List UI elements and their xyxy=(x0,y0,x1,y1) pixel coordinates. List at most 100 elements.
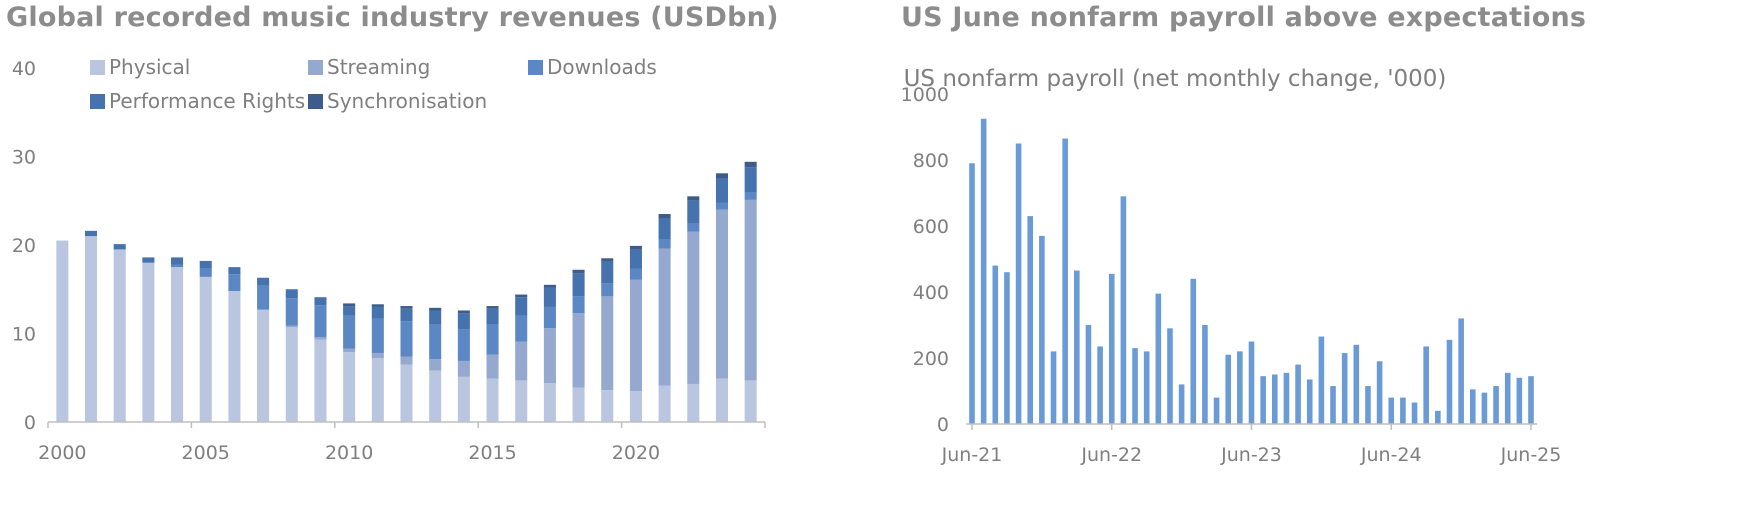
legend-swatch-synchronisation xyxy=(308,94,323,109)
bar-segment-downloads xyxy=(228,274,241,292)
legend-label-downloads: Downloads xyxy=(547,55,657,79)
bar-segment-physical xyxy=(515,380,528,422)
bar-segment-synchronisation xyxy=(457,310,470,314)
legend-swatch-streaming xyxy=(308,60,323,75)
bar-segment-streaming xyxy=(601,296,614,391)
bar-segment-physical xyxy=(228,291,241,422)
legend-label-streaming: Streaming xyxy=(327,55,430,79)
bar-segment-physical xyxy=(257,309,270,422)
y-tick-label: 40 xyxy=(12,58,36,80)
y-tick-label: 30 xyxy=(12,147,36,169)
bar-segment-performance xyxy=(314,297,327,306)
bar-segment-physical xyxy=(371,358,384,422)
payroll-bar xyxy=(1225,354,1232,424)
legend-swatch-performance xyxy=(90,94,105,109)
bar-segment-performance xyxy=(744,167,757,193)
payroll-bar xyxy=(1004,272,1010,424)
bar-segment-performance xyxy=(715,178,729,203)
payroll-bar xyxy=(1050,351,1057,424)
left-chart-title: Global recorded music industry revenues … xyxy=(6,2,779,33)
bar-segment-physical xyxy=(457,376,470,422)
bar-segment-downloads xyxy=(543,306,556,329)
bar-segment-synchronisation xyxy=(343,303,356,307)
bar-segment-synchronisation xyxy=(629,245,642,250)
bar-segment-performance xyxy=(343,306,356,316)
bar-segment-streaming xyxy=(515,341,528,381)
payroll-bar xyxy=(1388,397,1395,424)
bar-segment-synchronisation xyxy=(601,258,614,262)
bar-segment-synchronisation xyxy=(715,173,729,179)
bar-segment-physical xyxy=(171,267,184,422)
y-tick-label: 20 xyxy=(12,235,36,257)
bar-segment-streaming xyxy=(572,313,585,388)
payroll-bar xyxy=(1516,377,1523,424)
payroll-bar xyxy=(1423,346,1429,424)
bar-segment-streaming xyxy=(314,337,327,340)
bar-segment-physical xyxy=(715,378,729,422)
bar-segment-downloads xyxy=(257,285,270,310)
bar-segment-performance xyxy=(629,249,642,269)
x-tick-label: 2005 xyxy=(182,442,230,464)
bar-segment-downloads xyxy=(658,239,671,249)
y-tick-label: 10 xyxy=(12,324,36,346)
bar-segment-physical xyxy=(142,262,155,422)
x-tick-label: Jun-25 xyxy=(1500,444,1562,466)
bar-segment-synchronisation xyxy=(371,304,384,307)
payroll-bar xyxy=(1085,325,1092,424)
bar-segment-physical xyxy=(199,276,212,422)
payroll-bar xyxy=(969,163,975,425)
x-tick-label: 2020 xyxy=(612,442,660,464)
bar-segment-downloads xyxy=(429,324,442,360)
payroll-bar xyxy=(1504,372,1511,424)
bar-segment-downloads xyxy=(715,202,729,210)
bar-segment-streaming xyxy=(658,248,671,386)
payroll-bar xyxy=(1376,361,1383,424)
payroll-bar xyxy=(1271,374,1278,424)
payroll-bar xyxy=(1283,372,1290,424)
bar-segment-downloads xyxy=(343,315,356,349)
right-chart-panel: US June nonfarm payroll above expectatio… xyxy=(895,0,1759,530)
payroll-bar xyxy=(1213,397,1220,424)
bar-segment-downloads xyxy=(285,298,298,326)
payroll-bar xyxy=(992,265,999,424)
bar-segment-performance xyxy=(429,310,442,325)
payroll-bar xyxy=(1353,344,1360,424)
payroll-bar xyxy=(1248,341,1255,424)
bar-segment-physical xyxy=(572,387,585,422)
bar-segment-downloads xyxy=(629,268,642,280)
payroll-bar xyxy=(1365,386,1371,424)
bar-segment-performance xyxy=(257,277,270,286)
x-tick-label: 2010 xyxy=(325,442,373,464)
payroll-bar xyxy=(1155,293,1162,424)
y-tick-label: 0 xyxy=(24,412,36,434)
bar-segment-streaming xyxy=(371,352,384,359)
bar-segment-performance xyxy=(371,306,384,319)
bar-segment-synchronisation xyxy=(744,161,757,168)
bar-segment-downloads xyxy=(744,192,757,200)
bar-segment-streaming xyxy=(457,360,470,377)
legend-label-physical: Physical xyxy=(109,55,190,79)
music-revenue-chart: 0 10 20 30 40 2000 2005 2010 2015 2020 Physical Str… xyxy=(12,55,766,464)
payroll-bar xyxy=(1143,351,1150,424)
bar-segment-streaming xyxy=(629,279,642,392)
bar-segment-streaming xyxy=(744,199,757,381)
right-chart-title: US June nonfarm payroll above expectatio… xyxy=(901,2,1587,33)
bar-segment-streaming xyxy=(687,231,700,384)
payroll-bar xyxy=(1260,376,1266,424)
bar-segment-performance xyxy=(572,273,585,297)
legend-label-synchronisation: Synchronisation xyxy=(327,89,487,113)
x-tick-label: Jun-21 xyxy=(941,444,1003,466)
bar-segment-performance xyxy=(142,257,155,263)
y-tick-label: 0 xyxy=(937,414,949,436)
payroll-bar xyxy=(1341,353,1348,424)
payroll-bar xyxy=(1400,397,1406,424)
payroll-bar xyxy=(1330,386,1336,424)
bar-segment-synchronisation xyxy=(400,306,413,309)
bar-segment-streaming xyxy=(343,348,356,353)
bar-segment-synchronisation xyxy=(515,294,528,298)
x-tick-label: Jun-22 xyxy=(1080,444,1142,466)
y-tick-label: 400 xyxy=(913,282,949,304)
bar-segment-synchronisation xyxy=(486,306,499,309)
bar-segment-performance xyxy=(687,200,700,224)
chart-subtitle: US nonfarm payroll (net monthly change, … xyxy=(904,66,1447,92)
